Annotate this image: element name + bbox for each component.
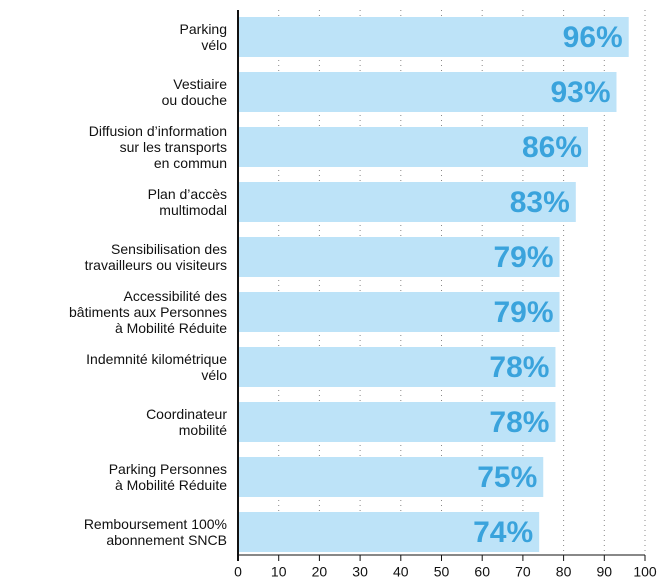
value-label: 83% bbox=[510, 186, 570, 219]
value-label: 74% bbox=[473, 516, 533, 549]
bar bbox=[238, 292, 560, 332]
category-label: Plan d’accès multimodal bbox=[147, 186, 227, 218]
category-label: Parking vélo bbox=[179, 21, 227, 53]
x-tick-label: 60 bbox=[474, 564, 490, 580]
category-label: Vestiaire ou douche bbox=[161, 76, 227, 108]
x-tick-label: 70 bbox=[515, 564, 531, 580]
x-tick-label: 90 bbox=[597, 564, 613, 580]
x-tick-label: 80 bbox=[556, 564, 572, 580]
category-label: Accessibilité des bâtiments aux Personne… bbox=[69, 288, 227, 336]
value-label: 79% bbox=[493, 241, 553, 274]
value-label: 75% bbox=[477, 461, 537, 494]
value-label: 86% bbox=[522, 131, 582, 164]
x-tick-label: 20 bbox=[312, 564, 328, 580]
x-tick-label: 10 bbox=[271, 564, 287, 580]
value-label: 78% bbox=[489, 351, 549, 384]
bar bbox=[238, 127, 589, 167]
value-label: 93% bbox=[550, 76, 610, 109]
x-tick-label: 50 bbox=[434, 564, 450, 580]
x-tick-label: 40 bbox=[393, 564, 409, 580]
x-tick-label: 30 bbox=[352, 564, 368, 580]
value-label: 96% bbox=[563, 21, 623, 54]
bar bbox=[238, 17, 629, 57]
bar bbox=[238, 72, 617, 112]
bar bbox=[238, 237, 560, 277]
category-label: Diffusion d’information sur les transpor… bbox=[88, 123, 227, 171]
x-tick-label: 0 bbox=[234, 564, 242, 580]
x-tick-label: 100 bbox=[633, 564, 657, 580]
category-label: Coordinateur mobilité bbox=[146, 406, 227, 438]
bar bbox=[238, 347, 556, 387]
bar bbox=[238, 457, 544, 497]
category-label: Sensibilisation des travailleurs ou visi… bbox=[84, 241, 227, 273]
bar bbox=[238, 512, 540, 552]
bar bbox=[238, 182, 576, 222]
value-label: 78% bbox=[489, 406, 549, 439]
bar bbox=[238, 402, 556, 442]
category-label: Parking Personnes à Mobilité Réduite bbox=[108, 461, 227, 493]
value-label: 79% bbox=[493, 296, 553, 329]
category-label: Remboursement 100% abonnement SNCB bbox=[83, 516, 227, 548]
category-label: Indemnité kilométrique vélo bbox=[86, 351, 227, 383]
